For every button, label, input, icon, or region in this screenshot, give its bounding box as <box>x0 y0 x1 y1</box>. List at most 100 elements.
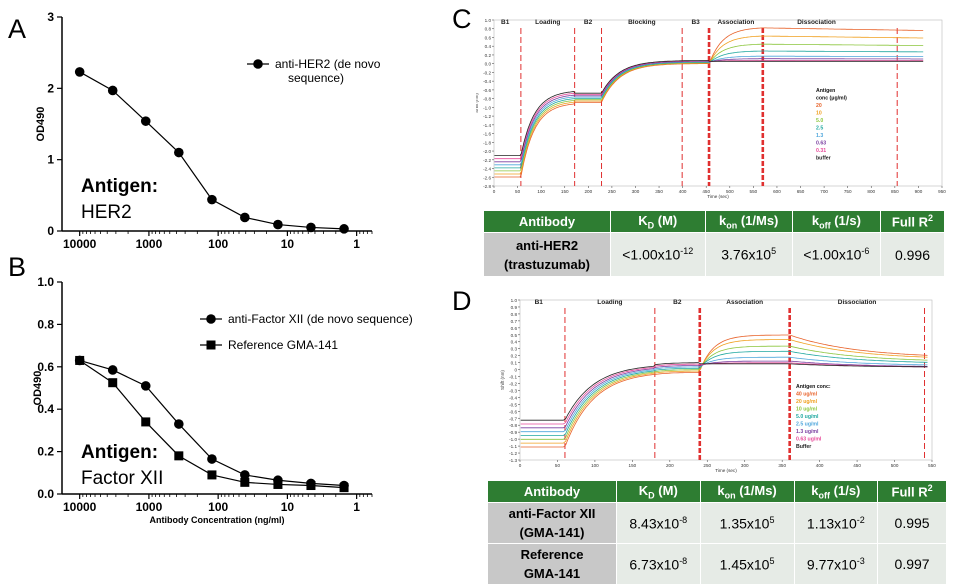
data-point <box>107 365 118 375</box>
data-point <box>306 481 316 491</box>
x-axis-title: Antibody Concentration (ng/ml) <box>150 515 285 525</box>
phase-label: Dissociation <box>797 19 836 26</box>
data-point <box>339 224 349 234</box>
x-tick-label: 550 <box>750 189 758 194</box>
legend-entry: buffer <box>816 156 831 162</box>
y-tick-label: 0.6 <box>485 35 492 40</box>
cell-kd: 6.73x10-8 <box>616 543 701 585</box>
data-point <box>240 477 250 487</box>
y-tick-label: -1.8 <box>483 140 491 145</box>
legend-label: anti-Factor XII (de novo sequence) <box>228 312 413 326</box>
header-r2: Full R2 <box>879 210 946 233</box>
x-tick-label: 350 <box>778 463 786 468</box>
cell-kd: 8.43x10-8 <box>616 502 701 544</box>
y-tick-label: -1.2 <box>509 451 517 456</box>
x-tick-label: 700 <box>820 189 828 194</box>
y-tick-label: -2.0 <box>483 149 491 154</box>
x-tick-label: 50 <box>515 189 521 194</box>
header-koff: koff (1/s) <box>791 210 881 233</box>
x-tick-label: 250 <box>703 463 711 468</box>
antigen-label: Antigen: <box>81 176 158 197</box>
y-tick-label: -2.2 <box>483 158 491 163</box>
x-tick-label: 100 <box>208 237 228 250</box>
x-tick-label: 250 <box>608 189 616 194</box>
y-tick-label: -2.6 <box>483 175 491 180</box>
table-row: anti-Factor XII (GMA-141) 8.43x10-8 1.35x… <box>487 502 947 544</box>
y-tick-label: 0.8 <box>511 312 518 317</box>
antigen-label: Antigen: <box>81 442 158 463</box>
legend-marker <box>206 340 216 350</box>
y-tick-label: 3 <box>47 10 54 24</box>
x-tick-label: 850 <box>891 189 899 194</box>
legend-entry: 0.31 <box>816 148 826 154</box>
legend-label: sequence) <box>288 71 344 85</box>
y-tick-label: 1.0 <box>37 275 54 289</box>
data-point <box>107 85 118 96</box>
x-axis-title: Time (sec) <box>715 468 737 473</box>
y-tick-label: -0.2 <box>509 381 517 386</box>
y-tick-label: 1.0 <box>511 298 518 303</box>
x-tick-label: 200 <box>584 189 592 194</box>
row-antibody-name: Reference GMA-141 <box>487 543 617 585</box>
header-kd: KD (M) <box>610 210 706 233</box>
legend-entry: 20 <box>816 103 822 109</box>
y-tick-label: 0.2 <box>485 53 492 58</box>
table-row: anti-HER2 (trastuzumab) <1.00x10-12 3.76x… <box>483 232 946 277</box>
y-tick-label: 0.4 <box>37 402 54 416</box>
x-tick-label: 950 <box>938 189 946 194</box>
y-tick-label: -1.4 <box>483 123 491 128</box>
x-tick-label: 100 <box>591 463 599 468</box>
x-axis-title: Time (sec) <box>707 194 729 199</box>
legend-label: Reference GMA-141 <box>228 338 338 352</box>
y-tick-label: 0.4 <box>485 44 492 49</box>
y-tick-label: -0.6 <box>509 409 517 414</box>
x-tick-label: 150 <box>629 463 637 468</box>
y-tick-label: 0.2 <box>511 354 518 359</box>
legend-entry: 10 ug/ml <box>796 407 818 413</box>
x-tick-label: 500 <box>726 189 734 194</box>
x-tick-label: 650 <box>797 189 805 194</box>
header-antibody: Antibody <box>487 480 617 503</box>
data-point <box>174 419 184 429</box>
legend-title: conc (μg/ml) <box>816 96 847 102</box>
data-point <box>339 483 349 493</box>
y-tick-label: -1.3 <box>509 458 517 463</box>
cell-kd: <1.00x10-12 <box>610 232 706 277</box>
y-tick-label: -0.8 <box>509 423 517 428</box>
y-axis-title: OD490 <box>35 107 47 142</box>
data-point <box>273 219 283 230</box>
y-tick-label: 0 <box>514 368 517 373</box>
data-point <box>140 381 151 391</box>
y-tick-label: 0.5 <box>511 333 518 338</box>
panel-letter-a: A <box>8 14 27 44</box>
x-tick-label: 450 <box>702 189 710 194</box>
cell-kon: 1.35x105 <box>699 502 795 544</box>
row-antibody-name: anti-HER2 (trastuzumab) <box>483 232 611 277</box>
x-tick-label: 600 <box>773 189 781 194</box>
x-tick-label: 0 <box>519 463 522 468</box>
x-tick-label: 800 <box>867 189 875 194</box>
cell-kon: 3.76x105 <box>704 232 793 277</box>
plot-area <box>493 19 943 187</box>
sensorgram-trace <box>520 334 928 448</box>
data-point <box>141 417 151 427</box>
row-antibody-name: anti-Factor XII (GMA-141) <box>487 502 617 544</box>
y-tick-label: -0.4 <box>509 395 517 400</box>
y-tick-label: -1.0 <box>483 105 491 110</box>
legend-entry: 2.5 <box>816 126 823 132</box>
legend-label: anti-HER2 (de novo <box>275 57 381 71</box>
x-tick-label: 900 <box>915 189 923 194</box>
cell-koff: 9.77x10-3 <box>793 543 879 585</box>
chart-b-factor-xii-elisa: 0.0 0.2 0.4 0.6 0.8 1.0 10000 1000 100 10 1 Antibod… <box>32 275 413 525</box>
y-tick-label: -0.9 <box>509 430 517 435</box>
y-tick-label: 0.0 <box>37 487 54 501</box>
kinetics-table-factor-xii: Antibody KD (M) kon (1/Ms) koff (1/s) Fu… <box>487 480 947 585</box>
y-tick-label: 0.8 <box>37 317 54 331</box>
y-tick-label: 0.1 <box>511 361 518 366</box>
chart-d-factor-xii-bli-sensorgram: 1.0 0.9 0.8 0.7 0.6 0.5 0.4 0.3 0.2 0.1 0 -0.1-0.2 -… <box>500 298 936 473</box>
x-tick-label: 150 <box>561 189 569 194</box>
y-tick-label: 0.6 <box>511 326 518 331</box>
y-tick-label: -0.6 <box>483 88 491 93</box>
x-tick-label: 200 <box>666 463 674 468</box>
y-tick-label: -0.7 <box>509 416 517 421</box>
